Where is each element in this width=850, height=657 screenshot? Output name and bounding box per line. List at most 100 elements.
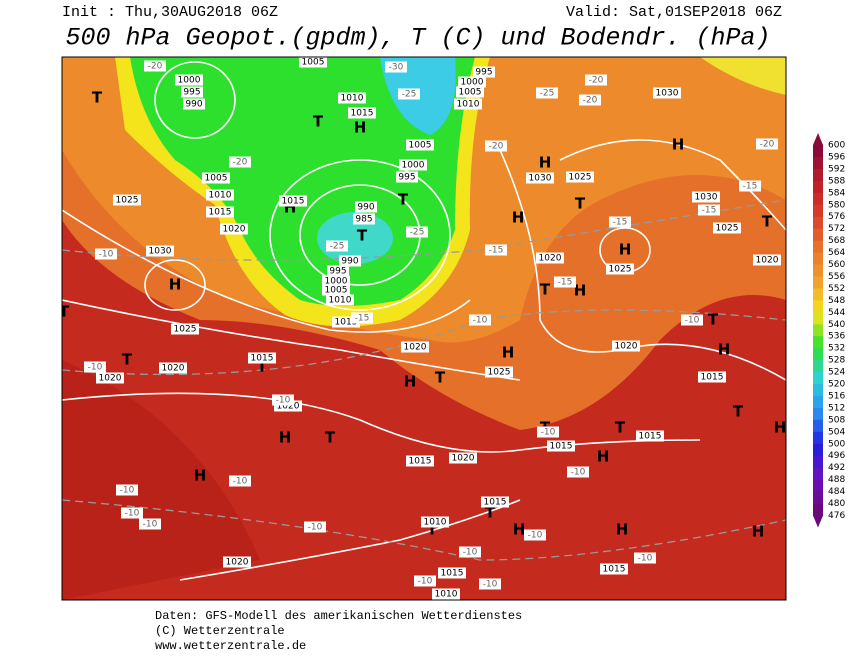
temp-label-box bbox=[567, 466, 589, 478]
temp-label-box bbox=[459, 546, 481, 558]
isobar-label-box bbox=[458, 76, 486, 88]
pressure-center: H bbox=[597, 448, 610, 466]
isobar-label: 1020 bbox=[277, 402, 300, 412]
pressure-center: H bbox=[672, 136, 685, 154]
isobar-label: 1015 bbox=[409, 457, 432, 467]
temp-label: -25 bbox=[540, 89, 555, 99]
temp-label-box bbox=[524, 529, 546, 541]
temp-label-box bbox=[469, 314, 491, 326]
isobar-label: 1030 bbox=[695, 193, 718, 203]
isobar-label-box bbox=[753, 254, 781, 266]
isobar-label-box bbox=[248, 352, 276, 364]
isobar-label-box bbox=[113, 194, 141, 206]
temp-label: -10 bbox=[143, 520, 158, 530]
temp-label: -10 bbox=[88, 363, 103, 373]
temp-label-box bbox=[272, 394, 294, 406]
isobar-label-box bbox=[456, 86, 484, 98]
colorbar-label: 496 bbox=[828, 451, 845, 461]
isobar-label-box bbox=[181, 86, 203, 98]
pressure-center: H bbox=[513, 521, 526, 539]
pressure-center: H bbox=[404, 373, 417, 391]
isobar-label: 995 bbox=[475, 68, 492, 78]
isobar-label-box bbox=[485, 366, 513, 378]
temperature-contours bbox=[62, 199, 786, 561]
isobar-label: 990 bbox=[341, 257, 358, 267]
pressure-center: H bbox=[194, 467, 207, 485]
temp-label-box bbox=[95, 248, 117, 260]
colorbar-cell bbox=[813, 276, 823, 289]
temp-label: -20 bbox=[233, 158, 248, 168]
init-time: Init : Thu,30AUG2018 06Z bbox=[62, 4, 278, 21]
colorbar-cell bbox=[813, 443, 823, 457]
pressure-center: H bbox=[774, 419, 787, 437]
temp-label-box bbox=[756, 138, 778, 150]
colorbar-label: 520 bbox=[828, 380, 845, 390]
colorbar-cell bbox=[813, 467, 823, 481]
isobar-label-box bbox=[653, 87, 681, 99]
temp-label: -10 bbox=[418, 577, 433, 587]
colorbar-label: 528 bbox=[828, 356, 845, 366]
isobar-label: 1020 bbox=[226, 558, 249, 568]
temp-label: -20 bbox=[760, 140, 775, 150]
isobar-label-box bbox=[526, 172, 554, 184]
isobar-label-box bbox=[636, 430, 664, 442]
colorbar-label: 584 bbox=[828, 188, 845, 198]
isobar-label-box bbox=[322, 275, 350, 287]
isobar-label-box bbox=[183, 98, 205, 110]
isobar-label-box bbox=[339, 255, 361, 267]
isobar-label: 1015 bbox=[484, 498, 507, 508]
colorbar-label: 560 bbox=[828, 260, 845, 270]
isobar-label: 1015 bbox=[701, 373, 724, 383]
isobar-label: 1015 bbox=[251, 354, 274, 364]
temp-label-box bbox=[414, 575, 436, 587]
temp-label: -15 bbox=[355, 314, 370, 324]
pressure-center: T bbox=[733, 403, 744, 421]
temp-label-box bbox=[139, 518, 161, 530]
pressure-center: T bbox=[708, 311, 719, 329]
colorbar-label: 568 bbox=[828, 236, 845, 246]
temp-label: -20 bbox=[489, 142, 504, 152]
colorbar-label: 596 bbox=[828, 152, 845, 162]
field-yellow bbox=[700, 57, 786, 95]
isobar-label-box bbox=[566, 171, 594, 183]
isobar-label-box bbox=[279, 195, 307, 207]
colorbar-cell bbox=[813, 407, 823, 421]
isobar-label: 1010 bbox=[457, 100, 480, 110]
colorbar-label: 576 bbox=[828, 212, 845, 222]
colorbar-label: 524 bbox=[828, 368, 845, 378]
colorbar-cell bbox=[813, 324, 823, 337]
isobar-label: 1005 bbox=[459, 88, 482, 98]
temp-label-box bbox=[304, 521, 326, 533]
pressure-center: T bbox=[575, 195, 586, 213]
isobar-label: 1015 bbox=[639, 432, 662, 442]
isobar-label-box bbox=[473, 66, 495, 78]
temp-label-box bbox=[537, 426, 559, 438]
colorbar-label: 508 bbox=[828, 415, 845, 425]
colorbar-label: 488 bbox=[828, 475, 845, 485]
isobar-label-box bbox=[396, 171, 418, 183]
temp-label: -10 bbox=[99, 250, 114, 260]
isobar-label: 1010 bbox=[341, 94, 364, 104]
isobar-label-box bbox=[401, 341, 429, 353]
isobar-label-box bbox=[449, 452, 477, 464]
colorbar-cell bbox=[813, 180, 823, 194]
footer-copyright: (C) Wetterzentrale bbox=[155, 624, 285, 638]
temp-label: -15 bbox=[613, 218, 628, 228]
colorbar-label: 592 bbox=[828, 164, 845, 174]
isobar-label-box bbox=[355, 201, 377, 213]
temp-label-box bbox=[485, 244, 507, 256]
colorbar-cell bbox=[813, 312, 823, 325]
isobar-label: 1015 bbox=[209, 208, 232, 218]
isobar-label-box bbox=[406, 139, 434, 151]
isobar-label-box bbox=[220, 223, 248, 235]
temp-label: -10 bbox=[685, 316, 700, 326]
colorbar-cell bbox=[813, 145, 823, 158]
isobar-label: 1010 bbox=[424, 518, 447, 528]
temp-label: -25 bbox=[402, 90, 417, 100]
isobar-label-box bbox=[692, 191, 720, 203]
temp-label: -15 bbox=[702, 206, 717, 216]
temp-label: -10 bbox=[483, 580, 498, 590]
temp-label: -20 bbox=[148, 62, 163, 72]
temp-label-box bbox=[579, 94, 601, 106]
temp-label-box bbox=[116, 484, 138, 496]
